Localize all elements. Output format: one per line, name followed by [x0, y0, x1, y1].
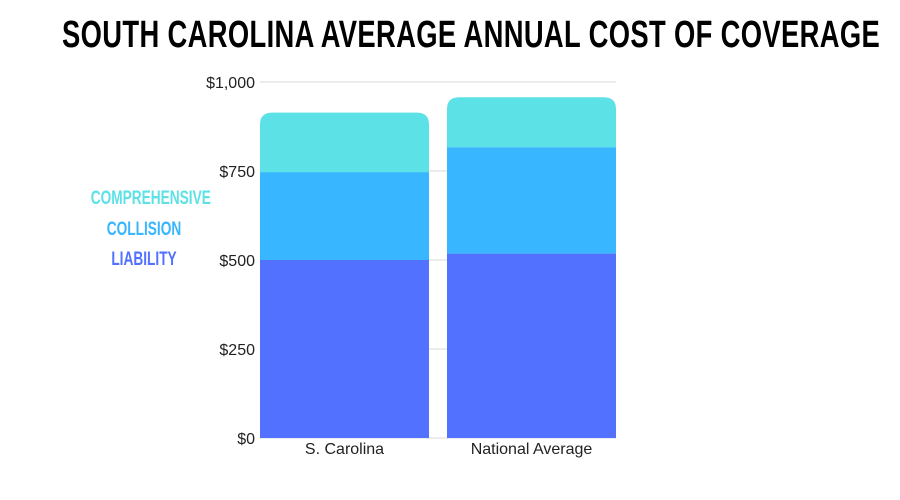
x-tick-label: National Average — [471, 441, 593, 458]
legend-liability: LIABILITY — [111, 249, 177, 270]
bar-collision — [260, 172, 429, 260]
bar-collision — [447, 147, 616, 254]
x-tick-label: S. Carolina — [305, 441, 384, 458]
y-tick-label: $750 — [219, 164, 255, 181]
bar-comprehensive — [447, 97, 616, 148]
y-tick-label: $1,000 — [206, 75, 255, 92]
chart-title: SOUTH CAROLINA AVERAGE ANNUAL COST OF CO… — [62, 14, 881, 56]
bar-comprehensive — [260, 112, 429, 173]
legend-comprehensive: COMPREHENSIVE — [90, 188, 211, 209]
bar-liability — [260, 260, 429, 438]
y-tick-label: $0 — [237, 431, 255, 448]
legend-collision: COLLISION — [106, 219, 182, 240]
y-tick-label: $500 — [219, 253, 255, 270]
bar-liability — [447, 253, 616, 438]
y-tick-label: $250 — [219, 342, 255, 359]
